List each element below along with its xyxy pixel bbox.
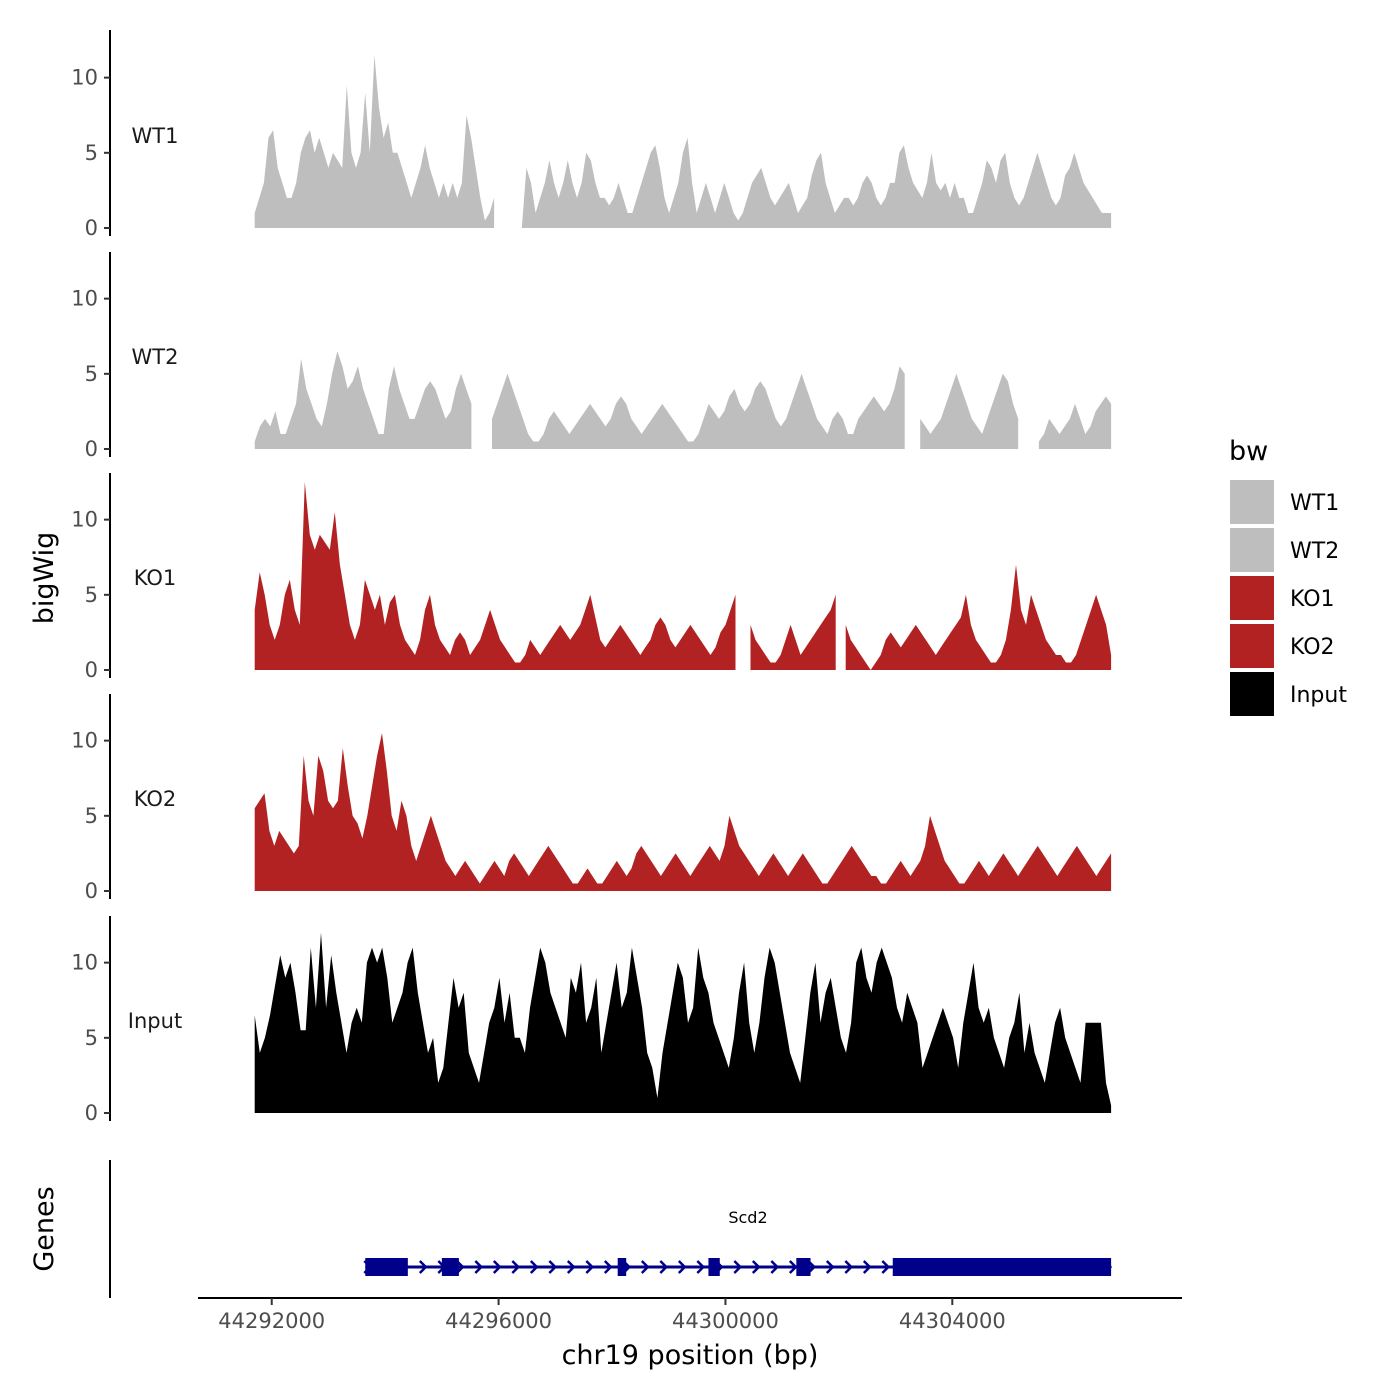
y-tick-label: 10 <box>71 287 98 311</box>
genes-axis-title: Genes <box>29 1186 60 1271</box>
y-tick-label: 0 <box>85 1101 98 1125</box>
gene-strand-arrow <box>566 1260 576 1274</box>
area-wt2 <box>254 351 1112 449</box>
area-wt1 <box>254 55 1112 228</box>
y-tick-label: 5 <box>85 141 98 165</box>
gene-exon <box>892 1258 1112 1276</box>
y-tick-label: 10 <box>71 729 98 753</box>
gene-strand-arrow <box>474 1260 484 1274</box>
gene-strand-arrow <box>418 1260 428 1274</box>
y-tick-label: 10 <box>71 951 98 975</box>
track-label-wt2: WT2 <box>132 345 179 369</box>
legend-item-wt1: WT1 <box>1230 480 1339 524</box>
track-label-ko1: KO1 <box>134 566 177 590</box>
track-panel-ko2: 0 5 10 KO2 <box>71 694 1112 903</box>
legend-swatch-ko2 <box>1230 624 1274 668</box>
y-tick-label: 0 <box>85 879 98 903</box>
gene-strand-arrow <box>770 1260 780 1274</box>
gene-strand-arrow <box>677 1260 687 1274</box>
gene-strand-arrow <box>825 1260 835 1274</box>
legend-swatch-input <box>1230 672 1274 716</box>
gene-strand-arrow <box>751 1260 761 1274</box>
gene-strand-arrow <box>640 1260 650 1274</box>
y-tick-label: 5 <box>85 583 98 607</box>
track-panel-ko1: 0 5 10 KO1 <box>71 473 1112 682</box>
gene-strand-arrow <box>511 1260 521 1274</box>
y-axis-title: bigWig <box>29 532 60 625</box>
track-label-input: Input <box>128 1009 182 1033</box>
gene-strand-arrow <box>492 1260 502 1274</box>
legend-item-ko1: KO1 <box>1230 576 1335 620</box>
legend-label-ko2: KO2 <box>1290 635 1335 660</box>
x-tick-label: 44304000 <box>899 1309 1006 1333</box>
gene-strand-arrow <box>733 1260 743 1274</box>
gene-strand-arrow <box>881 1260 891 1274</box>
gene-label-scd2: Scd2 <box>728 1208 767 1227</box>
y-tick-label: 5 <box>85 804 98 828</box>
gene-strand-arrow <box>696 1260 706 1274</box>
track-panel-wt1: 0 5 10 WT1 <box>71 30 1112 240</box>
y-tick-label: 10 <box>71 508 98 532</box>
legend-item-input: Input <box>1230 672 1347 716</box>
gene-strand-arrow <box>659 1260 669 1274</box>
gene-exon <box>441 1258 459 1276</box>
track-label-ko2: KO2 <box>134 787 177 811</box>
legend-swatch-wt2 <box>1230 528 1274 572</box>
gene-exon <box>617 1258 627 1276</box>
track-panel-input: 0 5 10 Input <box>71 916 1112 1125</box>
y-tick-label: 0 <box>85 216 98 240</box>
gene-exon <box>365 1258 408 1276</box>
legend-label-ko1: KO1 <box>1290 587 1335 612</box>
legend-label-input: Input <box>1290 683 1347 708</box>
x-tick-label: 44300000 <box>672 1309 779 1333</box>
legend-item-ko2: KO2 <box>1230 624 1335 668</box>
gene-strand-arrow <box>585 1260 595 1274</box>
area-ko2 <box>254 733 1112 891</box>
gene-strand-arrow <box>844 1260 854 1274</box>
gene-exon <box>708 1258 720 1276</box>
gene-strand-arrow <box>603 1260 613 1274</box>
gene-strand-arrow <box>529 1260 539 1274</box>
genes-panel: Scd2 <box>109 1160 1113 1298</box>
x-axis-title: chr19 position (bp) <box>562 1340 819 1371</box>
track-panel-wt2: 0 5 10 WT2 <box>71 252 1112 461</box>
y-tick-label: 0 <box>85 437 98 461</box>
legend: bw WT1 WT2 KO1 KO2 Input <box>1229 436 1347 716</box>
legend-item-wt2: WT2 <box>1230 528 1339 572</box>
gene-exon <box>796 1258 811 1276</box>
legend-title: bw <box>1229 436 1268 467</box>
legend-label-wt2: WT2 <box>1290 539 1339 564</box>
legend-swatch-ko1 <box>1230 576 1274 620</box>
x-tick-label: 44296000 <box>445 1309 552 1333</box>
gene-model-scd2 <box>363 1258 1113 1276</box>
x-tick-label: 44292000 <box>218 1309 325 1333</box>
y-tick-label: 0 <box>85 658 98 682</box>
x-axis: 44292000 44296000 44300000 44304000 chr19 p… <box>198 1297 1182 1371</box>
track-label-wt1: WT1 <box>132 124 179 148</box>
gene-strand-arrow <box>788 1260 798 1274</box>
area-input <box>254 932 1112 1113</box>
area-ko1 <box>254 482 1112 670</box>
legend-swatch-wt1 <box>1230 480 1274 524</box>
y-tick-label: 5 <box>85 362 98 386</box>
y-tick-label: 5 <box>85 1026 98 1050</box>
y-tick-label: 10 <box>71 66 98 90</box>
gene-strand-arrow <box>862 1260 872 1274</box>
legend-label-wt1: WT1 <box>1290 491 1339 516</box>
gene-strand-arrow <box>548 1260 558 1274</box>
